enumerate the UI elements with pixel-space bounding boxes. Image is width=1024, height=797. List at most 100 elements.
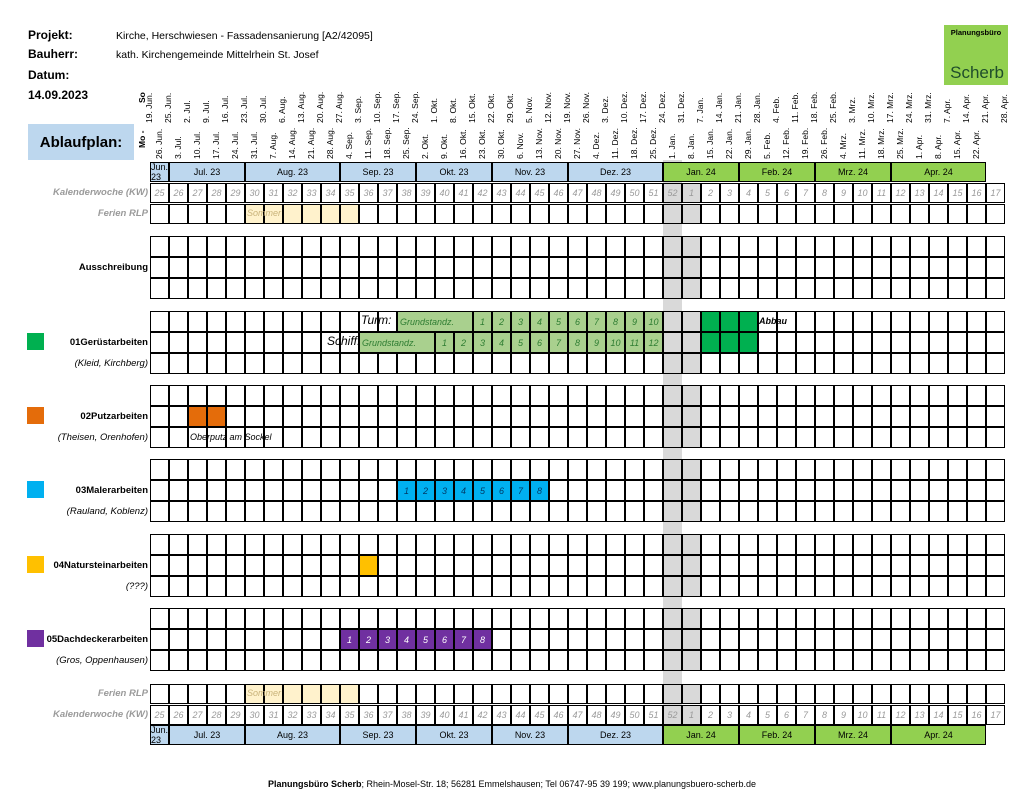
- top-sommer-label: Sommer: [247, 208, 282, 218]
- week-sunday-date: 24. Sep.: [410, 91, 420, 123]
- trade2-cell: [682, 406, 701, 427]
- bottom-kw-cell: 2: [701, 705, 720, 725]
- trade3-cell: [891, 501, 910, 522]
- trade3-cell: [834, 480, 853, 501]
- trade2-cell: [435, 385, 454, 406]
- trade4-cell: [853, 555, 872, 576]
- week-sunday-date: 7. Jan.: [695, 97, 705, 123]
- trade2-cell: [568, 427, 587, 448]
- bottom-ferien-cell: [568, 684, 587, 704]
- week-sunday-date: 6. Aug.: [277, 96, 287, 123]
- trade3-cell: [321, 501, 340, 522]
- week-monday-date: 11. Mrz.: [857, 128, 867, 159]
- bottom-kw-cell: 30: [245, 705, 264, 725]
- trade1-cell: [188, 311, 207, 332]
- ausschreibung-cell: [796, 257, 815, 278]
- ferien-label-top: Ferien RLP: [97, 208, 148, 219]
- trade4-cell: [815, 576, 834, 597]
- top-kw-cell: 7: [796, 183, 815, 203]
- trade2-cell: [511, 427, 530, 448]
- trade2-cell: [511, 406, 530, 427]
- trade1-cell: [473, 353, 492, 374]
- week-sunday-date: 24. Mrz.: [904, 92, 914, 123]
- week-monday-date: 13. Nov.: [534, 127, 544, 159]
- bottom-ferien-cell: [758, 684, 777, 704]
- trade1-cell: [853, 332, 872, 353]
- trade2-cell: [245, 385, 264, 406]
- trade4-cell: [188, 576, 207, 597]
- trade4-cell: [207, 534, 226, 555]
- top-ferien-cell: [226, 204, 245, 224]
- trade4-cell: [587, 534, 606, 555]
- top-kw-cell: 30: [245, 183, 264, 203]
- trade3-cell: [226, 480, 245, 501]
- trade1-cell: [891, 353, 910, 374]
- week-monday-date: 21. Aug.: [306, 127, 316, 159]
- top-ferien-cell: [435, 204, 454, 224]
- schiff-week-cell: 10: [606, 332, 625, 353]
- trade5-cell: [473, 650, 492, 671]
- trade2-cell: [853, 406, 872, 427]
- week-sunday-date: 31. Mrz.: [923, 92, 933, 123]
- trade5-cell: [169, 650, 188, 671]
- maler-week-cell: 5: [473, 480, 492, 501]
- trade2-cell: [226, 406, 245, 427]
- ausschreibung-cell: [416, 236, 435, 257]
- trade1-cell: [568, 353, 587, 374]
- trade4-cell: [340, 555, 359, 576]
- top-kw-cell: 44: [511, 183, 530, 203]
- trade2-cell: [321, 427, 340, 448]
- trade2-cell: [416, 385, 435, 406]
- top-ferien-cell: [264, 204, 283, 224]
- ausschreibung-cell: [416, 278, 435, 299]
- trade1-cell: [891, 311, 910, 332]
- trade3-cell: [910, 501, 929, 522]
- trade2-cell: [207, 427, 226, 448]
- trade4-cell: [910, 576, 929, 597]
- trade5-cell: [340, 650, 359, 671]
- trade5-cell: [340, 608, 359, 629]
- trade4-cell: [416, 555, 435, 576]
- top-kw-cell: 33: [302, 183, 321, 203]
- trade5-cell: [796, 629, 815, 650]
- top-month: Mrz. 24: [815, 162, 891, 182]
- ausschreibung-cell: [188, 278, 207, 299]
- trade1-cell: [207, 353, 226, 374]
- top-kw-cell: 6: [777, 183, 796, 203]
- trade3-cell: [929, 459, 948, 480]
- top-ferien-cell: [568, 204, 587, 224]
- trade2-cell: [226, 427, 245, 448]
- ausschreibung-cell: [986, 257, 1005, 278]
- top-ferien-cell: [606, 204, 625, 224]
- ausschreibung-cell: [321, 236, 340, 257]
- ausschreibung-cell: [150, 278, 169, 299]
- ausschreibung-cell: [853, 278, 872, 299]
- trade2-cell: [150, 406, 169, 427]
- ausschreibung-cell: [606, 257, 625, 278]
- ausschreibung-cell: [321, 278, 340, 299]
- projekt-value: Kirche, Herschwiesen - Fassadensanierung…: [116, 30, 373, 42]
- trade2-cell: [606, 385, 625, 406]
- trade1-cell: [321, 353, 340, 374]
- ausschreibung-cell: [150, 257, 169, 278]
- trade4-cell: [340, 576, 359, 597]
- trade5-cell: [720, 629, 739, 650]
- trade1-cell: [207, 332, 226, 353]
- trade1-cell: [815, 311, 834, 332]
- trade3-cell: [340, 459, 359, 480]
- trade1-cell: [625, 353, 644, 374]
- top-kw-cell: 32: [283, 183, 302, 203]
- ausschreibung-cell: [777, 257, 796, 278]
- trade3-cell: [967, 480, 986, 501]
- top-kw-cell: 31: [264, 183, 283, 203]
- trade2-cell: [150, 385, 169, 406]
- trade5-cell: [587, 629, 606, 650]
- bottom-kw-cell: 50: [625, 705, 644, 725]
- bottom-kw-cell: 16: [967, 705, 986, 725]
- top-kw-cell: 52: [663, 183, 682, 203]
- schiff-grundstandz: Grundstandz.: [359, 332, 435, 353]
- bottom-kw-cell: 40: [435, 705, 454, 725]
- putz-cell: [188, 406, 207, 427]
- trade4-cell: [872, 555, 891, 576]
- trade5-cell: [682, 608, 701, 629]
